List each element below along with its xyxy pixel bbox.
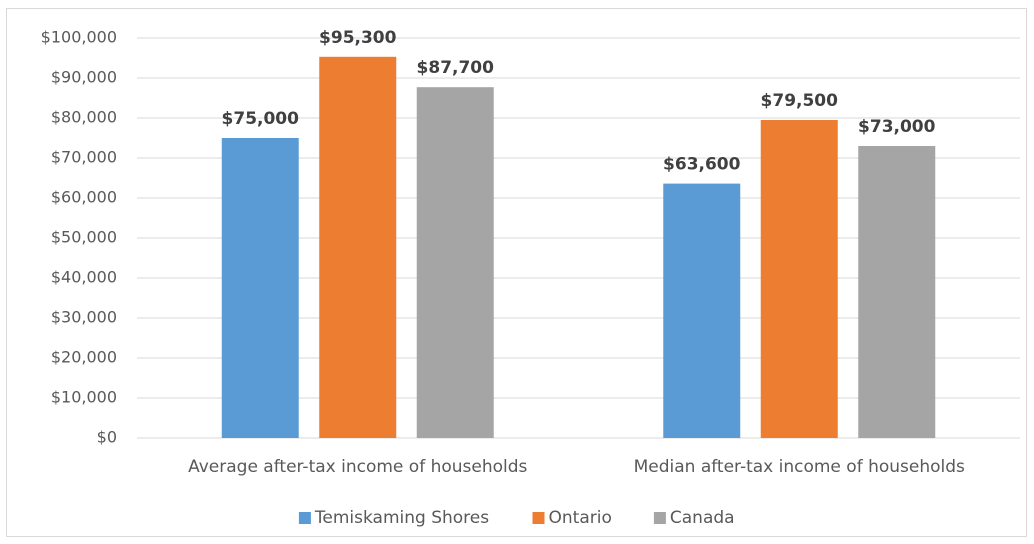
y-tick-label: $0 bbox=[97, 428, 117, 447]
y-tick-label: $40,000 bbox=[51, 268, 117, 287]
y-tick-label: $20,000 bbox=[51, 348, 117, 367]
y-tick-label: $10,000 bbox=[51, 388, 117, 407]
y-tick-label: $30,000 bbox=[51, 308, 117, 327]
value-label: $95,300 bbox=[319, 28, 397, 48]
value-label: $73,000 bbox=[858, 117, 936, 137]
value-label: $75,000 bbox=[222, 109, 300, 129]
value-label: $63,600 bbox=[663, 155, 741, 175]
legend-swatch bbox=[298, 512, 311, 524]
y-tick-label: $70,000 bbox=[51, 148, 117, 167]
value-label: $79,500 bbox=[761, 91, 839, 111]
x-tick-label: Average after-tax income of households bbox=[188, 457, 527, 477]
y-tick-label: $80,000 bbox=[51, 108, 117, 127]
legend-label: Canada bbox=[670, 508, 735, 528]
x-tick-label: Median after-tax income of households bbox=[634, 457, 965, 477]
legend-swatch bbox=[653, 512, 666, 524]
legend-label: Ontario bbox=[549, 508, 612, 528]
bar bbox=[319, 56, 397, 439]
legend-swatch bbox=[532, 512, 545, 524]
y-tick-label: $100,000 bbox=[41, 28, 117, 47]
y-tick-label: $50,000 bbox=[51, 228, 117, 247]
bar bbox=[416, 87, 494, 438]
bar bbox=[858, 146, 936, 438]
y-tick-label: $60,000 bbox=[51, 188, 117, 207]
legend-label: Temiskaming Shores bbox=[314, 508, 489, 528]
bar bbox=[663, 183, 741, 438]
value-label: $87,700 bbox=[417, 58, 495, 78]
bar bbox=[221, 138, 299, 438]
bar bbox=[760, 120, 838, 438]
chart-border bbox=[6, 8, 1027, 537]
y-tick-label: $90,000 bbox=[51, 68, 117, 87]
